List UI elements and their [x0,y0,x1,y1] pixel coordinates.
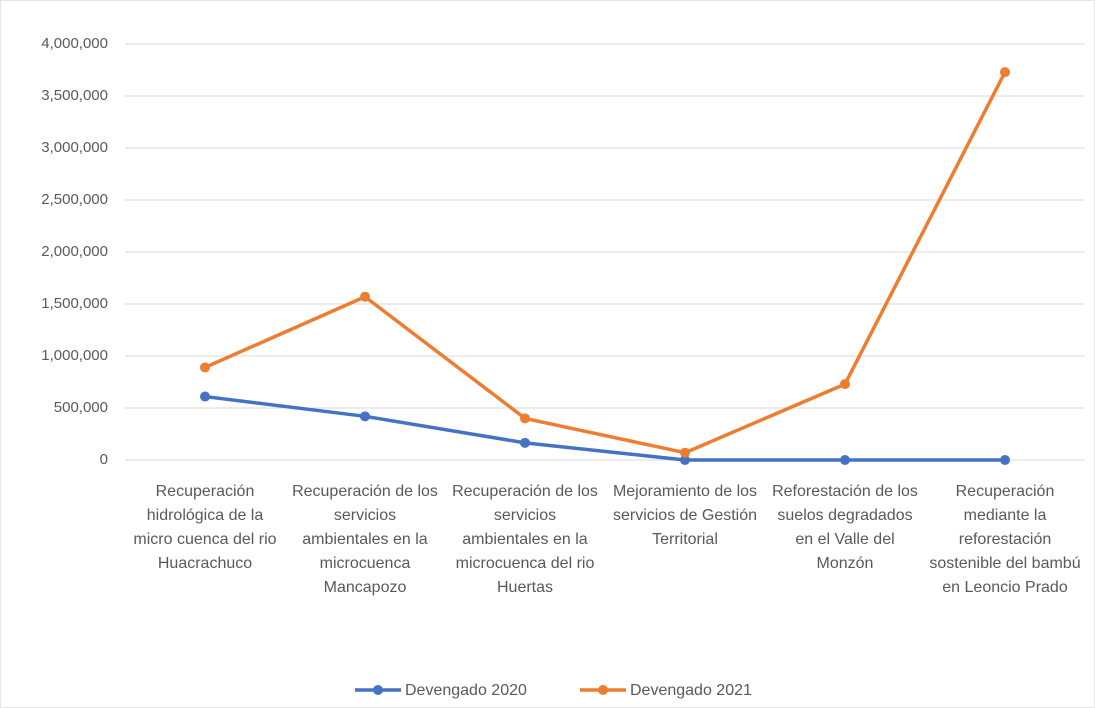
y-tick-label: 1,500,000 [41,295,108,312]
marker [680,447,690,458]
marker [1000,455,1010,465]
y-tick-label: 0 [100,451,108,468]
marker [840,379,850,390]
y-tick-label: 2,000,000 [41,243,108,260]
x-tick-label: Reforestación de los suelos degradados e… [772,483,918,572]
marker [520,413,530,424]
line [204,394,1005,462]
marker [200,362,210,373]
marker [360,411,370,422]
marker [1000,67,1010,78]
marker [360,291,370,302]
y-tick-label: 1,000,000 [41,347,108,364]
legend-label: Devengado 2020 [405,682,527,699]
marker [200,391,210,402]
x-tick-label: Recuperación de los servicios ambientale… [452,483,598,596]
y-tick-label: 500,000 [54,399,108,416]
y-tick-label: 2,500,000 [41,191,108,208]
line [204,71,1007,455]
y-tick-label: 3,500,000 [41,87,108,104]
x-tick-label: Mejoramiento de los servicios de Gestión… [612,483,758,548]
legend-label: Devengado 2021 [630,682,752,699]
marker [520,437,530,448]
marker [680,455,690,465]
x-tick-label: Recuperación de los servicios ambientale… [292,483,438,596]
x-tick-label: Recuperación hidrológica de la micro cue… [133,483,277,572]
legend-marker [373,685,383,695]
marker [840,455,850,465]
x-tick-label: Recuperación mediante la reforestación s… [929,483,1081,596]
legend-marker [598,685,608,695]
y-tick-label: 4,000,000 [41,35,108,52]
y-tick-label: 3,000,000 [41,139,108,156]
